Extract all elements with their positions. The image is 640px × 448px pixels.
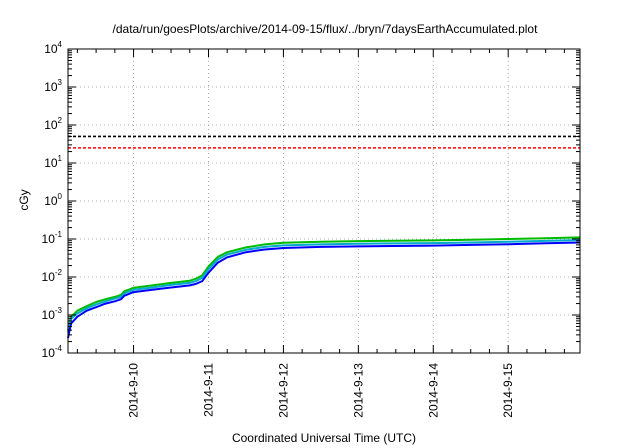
series-line — [67, 239, 581, 333]
threshold-lines — [68, 135, 580, 149]
y-axis-label: cGy — [17, 189, 31, 210]
y-tick-label: 10-3 — [42, 306, 63, 322]
y-tick-label: 101 — [44, 154, 62, 170]
x-tick-label: 2014-9-15 — [501, 363, 515, 418]
x-tick-label: 2014-9-11 — [201, 363, 215, 417]
chart-title: /data/run/goesPlots/archive/2014-09-15/f… — [113, 22, 539, 36]
y-tick-label: 10-1 — [42, 230, 63, 246]
x-axis-label: Coordinated Universal Time (UTC) — [232, 431, 416, 445]
series-line — [67, 241, 581, 339]
series-lines — [67, 236, 581, 339]
y-tick-label: 10-4 — [42, 344, 63, 360]
y-tick-label: 102 — [44, 116, 62, 132]
y-tick-label: 10-2 — [42, 268, 63, 284]
axis-ticks: 10-4 10-3 10-2 10-1 100 101 102 103 104 2014-9-10… — [42, 40, 580, 418]
x-tick-label: 2014-9-13 — [351, 363, 365, 418]
x-tick-label: 2014-9-14 — [426, 363, 440, 418]
y-tick-label: 104 — [44, 40, 62, 56]
y-tick-label: 103 — [44, 78, 62, 94]
series-line — [67, 236, 581, 331]
y-tick-label: 100 — [44, 192, 62, 208]
grid — [68, 49, 580, 353]
x-tick-label: 2014-9-10 — [127, 363, 141, 418]
x-tick-label: 2014-9-12 — [276, 363, 290, 418]
